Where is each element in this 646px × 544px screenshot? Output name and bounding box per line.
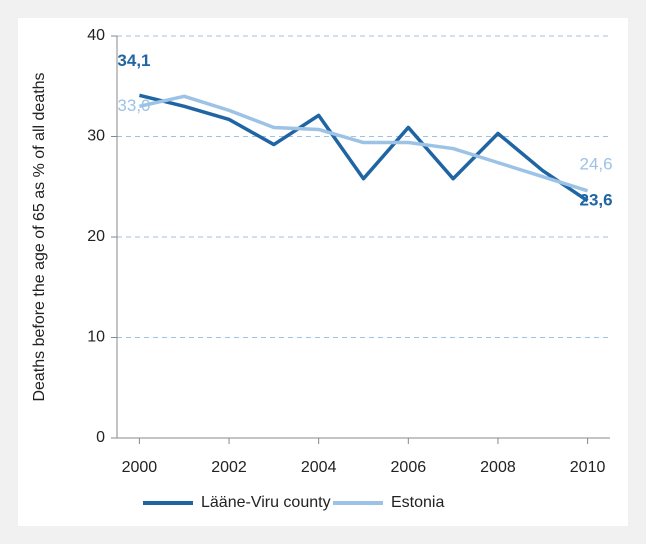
data-label: 33,0 bbox=[117, 96, 150, 115]
legend-label: Lääne-Viru county bbox=[201, 494, 331, 511]
y-tick-label: 30 bbox=[87, 128, 105, 145]
line bbox=[138, 93, 589, 203]
y-tick-label: 20 bbox=[87, 228, 105, 245]
y-tick-label: 10 bbox=[87, 329, 105, 346]
data-label: 34,1 bbox=[117, 51, 150, 70]
data-label: 24,6 bbox=[579, 154, 612, 173]
plot-background bbox=[18, 18, 628, 526]
x-tick-label: 2000 bbox=[122, 459, 158, 476]
x-tick-label: 2006 bbox=[391, 459, 427, 476]
x-tick-label: 2010 bbox=[570, 459, 606, 476]
x-tick-label: 2002 bbox=[211, 459, 247, 476]
y-tick-label: 0 bbox=[96, 429, 105, 446]
x-tick-label: 2004 bbox=[301, 459, 337, 476]
y-axis-label: Deaths before the age of 65 as % of all … bbox=[31, 72, 48, 401]
legend-label: Estonia bbox=[391, 494, 444, 511]
data-label: 23,6 bbox=[579, 190, 612, 209]
y-tick-label: 40 bbox=[87, 27, 105, 44]
x-tick-label: 2008 bbox=[480, 459, 516, 476]
line bbox=[139, 94, 589, 193]
